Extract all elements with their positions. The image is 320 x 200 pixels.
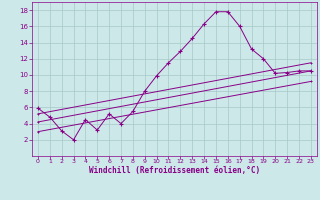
X-axis label: Windchill (Refroidissement éolien,°C): Windchill (Refroidissement éolien,°C) (89, 166, 260, 175)
